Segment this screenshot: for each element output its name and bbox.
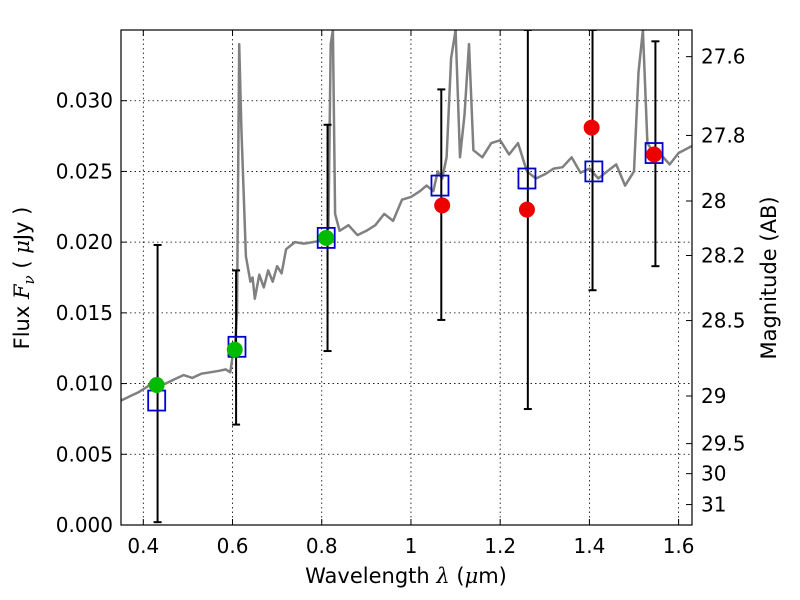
red-circle-marker [518, 201, 535, 218]
mag-tick-label: 29 [701, 384, 726, 408]
mag-tick-label: 28.5 [701, 309, 746, 333]
y-axis-title: Flux Fν ( μJy ) [10, 207, 38, 350]
x-tick-label: 0.4 [127, 534, 159, 558]
red-circle-marker [583, 119, 600, 136]
mag-tick-label: 28 [701, 189, 726, 213]
y-tick-label: 0.020 [56, 230, 113, 254]
x-axis-title: Wavelength λ (μm) [305, 564, 507, 588]
mag-tick-label: 30 [701, 462, 726, 486]
y-tick-label: 0.005 [56, 442, 113, 466]
spectrum-line [121, 30, 692, 402]
error-bar [588, 30, 597, 292]
axis-ticks: 0.4 0.6 0.8 1 1.2 1.4 1.6 0.000 0.005 0.010 0.015 0… [56, 30, 746, 558]
x-tick-label: 1 [405, 534, 418, 558]
model-square-marker [644, 142, 664, 164]
grid [121, 30, 692, 526]
data-markers [147, 119, 664, 412]
y-tick-label: 0.030 [56, 89, 113, 113]
mag-tick-label: 31 [701, 493, 726, 517]
y-tick-label: 0.025 [56, 159, 113, 183]
mag-tick-label: 29.5 [701, 432, 746, 456]
error-bar [523, 30, 532, 411]
red-circle-marker [646, 146, 663, 163]
x-tick-label: 1.2 [484, 534, 516, 558]
green-circle-marker [226, 341, 243, 358]
y-tick-label: 0.015 [56, 301, 113, 325]
right-axis-title: Magnitude (AB) [757, 196, 781, 359]
red-circle-marker [434, 197, 451, 214]
x-tick-label: 1.6 [663, 534, 695, 558]
green-circle-marker [318, 229, 335, 246]
x-tick-label: 1.4 [573, 534, 605, 558]
green-circle-marker [148, 376, 165, 393]
plot-frame [120, 29, 693, 526]
mag-tick-label: 28.2 [701, 243, 746, 267]
model-square-marker [517, 167, 537, 190]
model-square-marker [430, 174, 450, 197]
mag-tick-label: 27.6 [701, 45, 746, 69]
y-tick-label: 0.010 [56, 372, 113, 396]
x-tick-label: 0.6 [217, 534, 249, 558]
mag-tick-label: 27.8 [701, 123, 746, 147]
y-tick-label: 0.000 [56, 513, 113, 537]
x-tick-label: 0.8 [306, 534, 338, 558]
model-square-marker [316, 226, 336, 249]
model-square-marker [584, 160, 604, 183]
plot-area [121, 30, 692, 525]
